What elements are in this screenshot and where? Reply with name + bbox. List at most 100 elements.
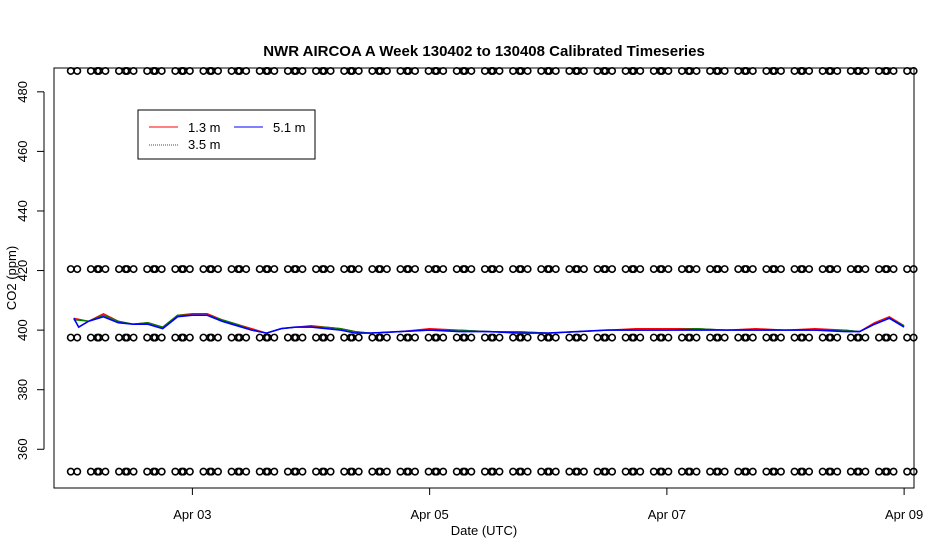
flag-marker (382, 66, 391, 75)
flag-marker (889, 265, 898, 274)
flag-marker (114, 333, 123, 342)
flag-marker (720, 333, 729, 342)
flag-marker (171, 333, 180, 342)
flag-marker (909, 333, 918, 342)
flag-marker (86, 265, 95, 274)
flag-marker (649, 265, 658, 274)
flag-marker (537, 467, 546, 476)
flag-marker (185, 265, 194, 274)
flag-marker (551, 467, 560, 476)
flag-marker (833, 66, 842, 75)
flag-marker (874, 66, 883, 75)
flag-marker (129, 66, 138, 75)
flag-marker (66, 467, 75, 476)
flag-marker (326, 66, 335, 75)
flag-marker (326, 265, 335, 274)
flag-marker (143, 66, 152, 75)
flag-marker (818, 333, 827, 342)
flag-marker (846, 66, 855, 75)
flag-marker (101, 265, 110, 274)
flag-marker-rows (66, 66, 918, 476)
flag-marker (185, 467, 194, 476)
flag-marker (692, 333, 701, 342)
flag-marker (523, 66, 532, 75)
y-tick-label: 400 (15, 319, 30, 341)
flag-marker (608, 467, 617, 476)
flag-marker (66, 66, 75, 75)
flag-marker (157, 66, 166, 75)
flag-marker (846, 265, 855, 274)
flag-marker (903, 265, 912, 274)
flag-marker (424, 333, 433, 342)
flag-marker (312, 333, 321, 342)
flag-marker (762, 265, 771, 274)
flag-marker (903, 66, 912, 75)
flag-marker (593, 333, 602, 342)
flag-marker (748, 265, 757, 274)
flag-marker (523, 265, 532, 274)
flag-marker (818, 467, 827, 476)
flag-marker (593, 265, 602, 274)
flag-marker (790, 333, 799, 342)
flag-marker (396, 333, 405, 342)
flag-marker (565, 333, 574, 342)
legend-label-5-1m: 5.1 m (273, 120, 306, 135)
flag-marker (664, 333, 673, 342)
flag-marker (312, 265, 321, 274)
flag-marker (86, 333, 95, 342)
flag-marker (101, 333, 110, 342)
flag-marker (368, 66, 377, 75)
flag-marker (255, 66, 264, 75)
flag-marker (467, 333, 476, 342)
flag-marker (73, 333, 82, 342)
legend: 1.3 m 3.5 m 5.1 m (137, 109, 316, 160)
flag-marker (480, 265, 489, 274)
flag-marker (101, 66, 110, 75)
flag-marker (579, 265, 588, 274)
flag-marker (677, 66, 686, 75)
flag-marker (354, 467, 363, 476)
flag-marker (452, 333, 461, 342)
flag-marker (720, 66, 729, 75)
flag-marker (664, 66, 673, 75)
flag-marker (227, 467, 236, 476)
flag-marker (86, 467, 95, 476)
flag-marker (734, 265, 743, 274)
flag-marker (692, 66, 701, 75)
flag-marker (776, 66, 785, 75)
flag-marker (157, 467, 166, 476)
flag-marker (340, 66, 349, 75)
flag-marker (706, 467, 715, 476)
flag-marker (242, 333, 251, 342)
flag-marker (270, 265, 279, 274)
flag-marker (424, 467, 433, 476)
flag-marker (340, 333, 349, 342)
legend-label-3-5m: 3.5 m (188, 137, 221, 152)
flag-marker (242, 66, 251, 75)
flag-marker (706, 66, 715, 75)
flag-marker (649, 467, 658, 476)
flag-marker (199, 333, 208, 342)
flag-marker (523, 333, 532, 342)
flag-marker (579, 333, 588, 342)
flag-marker (298, 66, 307, 75)
y-tick-label: 480 (15, 81, 30, 103)
flag-marker (593, 66, 602, 75)
flag-marker (706, 333, 715, 342)
series-line-5-1-m (73, 314, 905, 334)
flag-marker (242, 467, 251, 476)
flag-marker (805, 66, 814, 75)
flag-marker (396, 467, 405, 476)
flag-marker (692, 265, 701, 274)
flag-marker (636, 265, 645, 274)
y-tick-label: 440 (15, 200, 30, 222)
flag-marker (227, 333, 236, 342)
flag-marker (411, 333, 420, 342)
chart-title: NWR AIRCOA A Week 130402 to 130408 Calib… (263, 43, 705, 60)
flag-marker (790, 265, 799, 274)
flag-marker (909, 265, 918, 274)
flag-marker (833, 265, 842, 274)
x-tick-label: Apr 09 (885, 507, 923, 522)
flag-marker (439, 66, 448, 75)
